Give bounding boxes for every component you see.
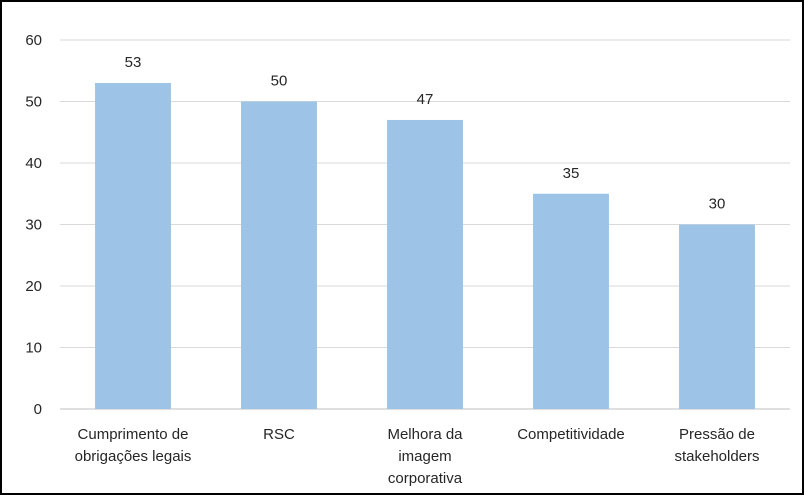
- bars: [95, 83, 755, 410]
- bar: [387, 119, 463, 409]
- y-tick-label: 0: [34, 401, 42, 418]
- y-axis-tick-labels: 0 10 20 30 40 50 60: [25, 32, 42, 418]
- y-tick-label: 60: [25, 32, 42, 49]
- data-labels: 53 50 47 35 30: [125, 54, 726, 212]
- data-label: 50: [271, 73, 288, 90]
- y-tick-label: 10: [25, 340, 42, 357]
- y-tick-label: 40: [25, 155, 42, 172]
- y-tick-label: 50: [25, 94, 42, 111]
- bar: [241, 101, 317, 409]
- data-label: 30: [709, 196, 726, 213]
- data-label: 53: [125, 54, 142, 71]
- x-category-label: RSC: [263, 426, 295, 443]
- bar: [95, 83, 171, 410]
- data-label: 35: [563, 165, 580, 182]
- x-category-label: Competitividade: [517, 426, 625, 443]
- x-axis-category-labels: Cumprimento de obrigações legais RSC Melhor…: [75, 426, 760, 487]
- y-tick-label: 20: [25, 278, 42, 295]
- x-category-label: Cumprimento de obrigações legais: [75, 426, 192, 465]
- x-category-label: Melhora da imagem corporativa: [387, 426, 463, 487]
- bar: [533, 193, 609, 409]
- data-label: 47: [417, 91, 434, 108]
- y-tick-label: 30: [25, 217, 42, 234]
- x-category-label: Pressão de stakeholders: [674, 426, 759, 465]
- bar: [679, 224, 755, 409]
